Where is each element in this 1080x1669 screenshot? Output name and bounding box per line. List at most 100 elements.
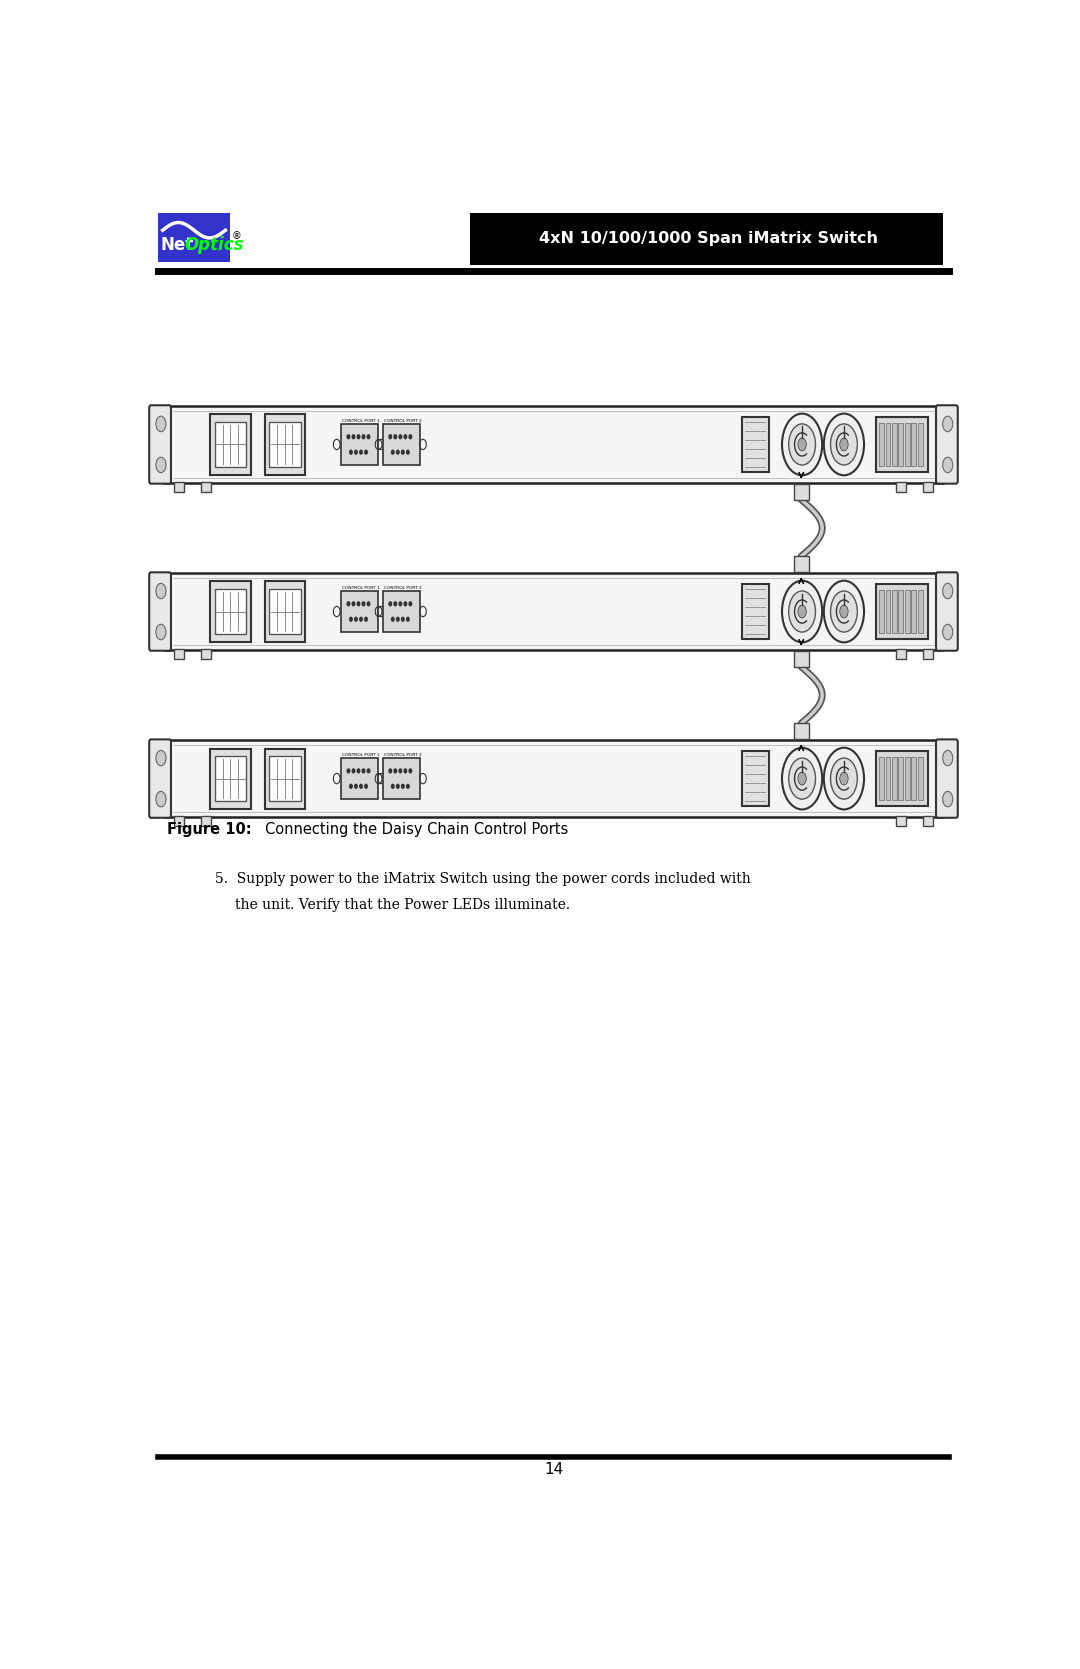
Text: 4xN 10/100/1000 Span iMatrix Switch: 4xN 10/100/1000 Span iMatrix Switch: [539, 232, 878, 247]
Circle shape: [357, 769, 360, 773]
Circle shape: [367, 603, 369, 606]
Circle shape: [365, 618, 367, 621]
Circle shape: [840, 773, 848, 784]
Text: Net: Net: [161, 237, 194, 254]
Circle shape: [394, 436, 396, 439]
FancyBboxPatch shape: [149, 572, 171, 651]
FancyBboxPatch shape: [912, 591, 916, 633]
Circle shape: [392, 618, 394, 621]
FancyBboxPatch shape: [341, 758, 378, 799]
Circle shape: [402, 784, 404, 788]
Circle shape: [409, 603, 411, 606]
Text: CONTROL PORT 1: CONTROL PORT 1: [341, 586, 379, 589]
Circle shape: [360, 618, 362, 621]
Circle shape: [824, 581, 864, 643]
FancyBboxPatch shape: [215, 756, 246, 801]
FancyBboxPatch shape: [269, 422, 300, 467]
FancyBboxPatch shape: [918, 424, 922, 466]
Circle shape: [352, 603, 354, 606]
Circle shape: [840, 437, 848, 451]
FancyBboxPatch shape: [215, 422, 246, 467]
Circle shape: [782, 414, 822, 476]
Circle shape: [788, 424, 815, 466]
FancyBboxPatch shape: [918, 591, 922, 633]
Circle shape: [367, 436, 369, 439]
Circle shape: [392, 784, 394, 788]
FancyBboxPatch shape: [382, 424, 419, 466]
Circle shape: [840, 606, 848, 618]
Circle shape: [400, 769, 402, 773]
Text: 5.  Supply power to the iMatrix Switch using the power cords included with: 5. Supply power to the iMatrix Switch us…: [215, 871, 751, 886]
FancyBboxPatch shape: [794, 651, 809, 668]
Circle shape: [354, 784, 357, 788]
Circle shape: [943, 582, 953, 599]
FancyBboxPatch shape: [215, 589, 246, 634]
Circle shape: [400, 436, 402, 439]
Circle shape: [943, 416, 953, 432]
Circle shape: [352, 436, 354, 439]
Text: Connecting the Daisy Chain Control Ports: Connecting the Daisy Chain Control Ports: [265, 823, 568, 838]
FancyBboxPatch shape: [201, 816, 212, 826]
FancyBboxPatch shape: [876, 584, 928, 639]
FancyBboxPatch shape: [269, 589, 300, 634]
Circle shape: [831, 758, 858, 799]
Circle shape: [943, 751, 953, 766]
FancyBboxPatch shape: [794, 723, 809, 739]
Text: CONTROL PORT 2: CONTROL PORT 2: [383, 586, 421, 589]
FancyBboxPatch shape: [912, 424, 916, 466]
Circle shape: [943, 791, 953, 806]
Circle shape: [831, 424, 858, 466]
Circle shape: [404, 436, 406, 439]
FancyBboxPatch shape: [742, 584, 769, 639]
Text: CONTROL PORT 1: CONTROL PORT 1: [341, 419, 379, 422]
Circle shape: [347, 769, 350, 773]
Circle shape: [406, 451, 409, 454]
Circle shape: [406, 618, 409, 621]
FancyBboxPatch shape: [174, 816, 185, 826]
Circle shape: [156, 582, 166, 599]
Circle shape: [352, 769, 354, 773]
FancyBboxPatch shape: [899, 424, 903, 466]
Circle shape: [362, 603, 365, 606]
Circle shape: [156, 457, 166, 472]
FancyBboxPatch shape: [164, 572, 943, 649]
FancyBboxPatch shape: [886, 424, 890, 466]
Circle shape: [824, 414, 864, 476]
Circle shape: [396, 784, 400, 788]
Circle shape: [396, 618, 400, 621]
FancyBboxPatch shape: [794, 484, 809, 499]
FancyBboxPatch shape: [879, 591, 883, 633]
FancyBboxPatch shape: [892, 424, 896, 466]
Circle shape: [788, 591, 815, 633]
FancyBboxPatch shape: [895, 649, 906, 659]
FancyBboxPatch shape: [905, 591, 909, 633]
Text: ®: ®: [232, 232, 242, 242]
Text: 14: 14: [544, 1462, 563, 1477]
FancyBboxPatch shape: [742, 417, 769, 472]
Circle shape: [360, 784, 362, 788]
FancyBboxPatch shape: [149, 739, 171, 818]
FancyBboxPatch shape: [912, 758, 916, 799]
Circle shape: [943, 624, 953, 639]
FancyBboxPatch shape: [936, 406, 958, 484]
FancyBboxPatch shape: [211, 414, 251, 474]
Circle shape: [389, 603, 392, 606]
FancyBboxPatch shape: [879, 758, 883, 799]
FancyBboxPatch shape: [382, 591, 419, 633]
Text: Optics: Optics: [185, 237, 244, 254]
FancyBboxPatch shape: [922, 816, 933, 826]
Circle shape: [798, 773, 807, 784]
Circle shape: [788, 758, 815, 799]
Circle shape: [156, 751, 166, 766]
Circle shape: [831, 591, 858, 633]
Circle shape: [350, 784, 352, 788]
Circle shape: [406, 784, 409, 788]
Circle shape: [394, 769, 396, 773]
Circle shape: [350, 618, 352, 621]
FancyBboxPatch shape: [905, 758, 909, 799]
Circle shape: [798, 437, 807, 451]
FancyBboxPatch shape: [899, 591, 903, 633]
Circle shape: [782, 748, 822, 809]
Circle shape: [350, 451, 352, 454]
FancyBboxPatch shape: [794, 556, 809, 572]
